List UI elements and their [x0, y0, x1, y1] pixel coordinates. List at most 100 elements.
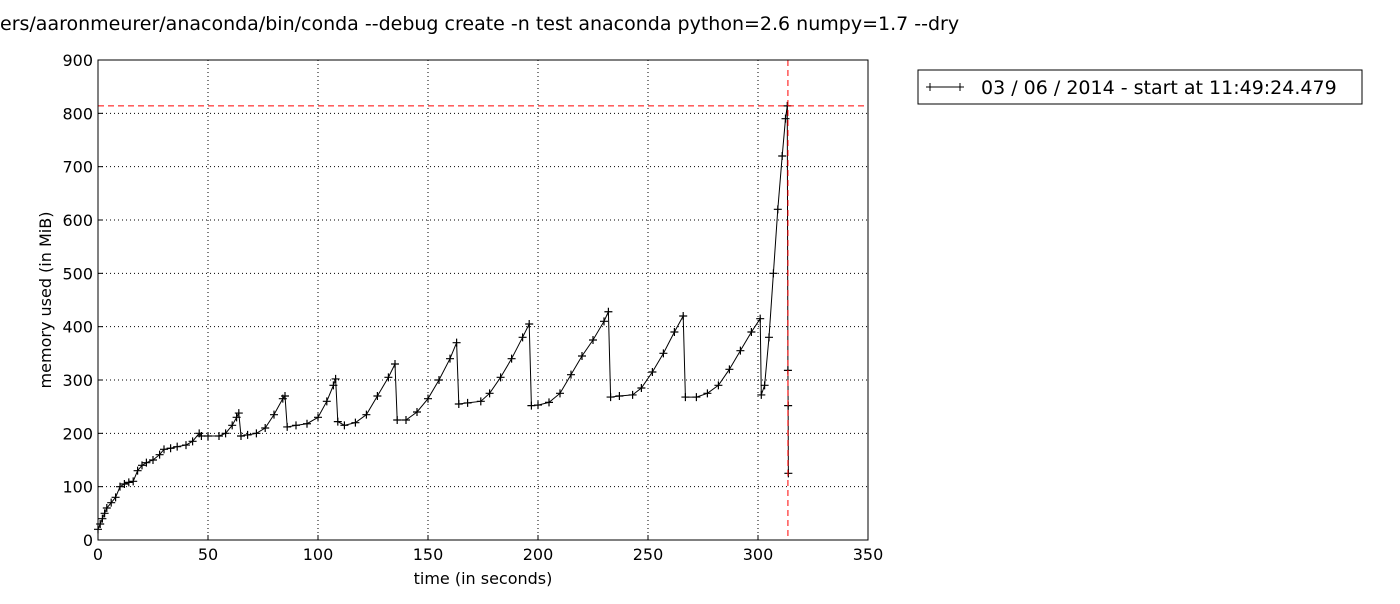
- marker: [362, 410, 371, 419]
- marker: [261, 424, 270, 432]
- marker: [413, 408, 421, 416]
- marker: [463, 398, 472, 407]
- marker: [703, 389, 712, 398]
- chart-title: ers/aaronmeurer/anaconda/bin/conda --deb…: [0, 13, 959, 35]
- marker: [615, 392, 624, 400]
- legend-label: 03 / 06 / 2014 - start at 11:49:24.479: [981, 77, 1337, 99]
- marker: [160, 445, 168, 454]
- marker: [111, 493, 120, 502]
- marker: [760, 381, 769, 390]
- y-tick-label: 100: [62, 478, 93, 497]
- marker: [485, 389, 494, 398]
- y-tick-label: 500: [62, 264, 93, 283]
- marker: [98, 514, 107, 523]
- marker: [391, 360, 399, 368]
- marker: [773, 205, 782, 214]
- marker: [637, 384, 646, 392]
- marker: [604, 307, 613, 316]
- marker: [155, 450, 164, 459]
- y-tick-label: 400: [62, 318, 93, 337]
- marker: [589, 336, 597, 344]
- marker: [534, 401, 542, 410]
- marker: [679, 312, 688, 320]
- x-axis-label: time (in seconds): [414, 569, 553, 588]
- marker: [606, 393, 615, 402]
- marker: [133, 466, 142, 475]
- legend-marker: [956, 83, 964, 91]
- marker: [681, 393, 690, 402]
- legend-marker: [926, 83, 934, 91]
- marker: [659, 349, 668, 358]
- marker: [648, 368, 657, 376]
- plot-frame: [97, 59, 869, 541]
- marker: [149, 456, 157, 464]
- marker: [138, 461, 146, 470]
- y-axis-label: memory used (in MiB): [36, 212, 55, 389]
- marker: [756, 314, 765, 323]
- marker: [424, 394, 432, 403]
- marker: [329, 381, 338, 390]
- marker: [435, 376, 443, 384]
- marker: [757, 390, 766, 399]
- marker: [237, 432, 245, 440]
- marker: [578, 352, 586, 360]
- marker: [204, 432, 212, 440]
- marker: [765, 333, 773, 342]
- x-tick-label: 0: [93, 545, 103, 564]
- marker: [188, 437, 197, 446]
- marker: [670, 328, 679, 336]
- marker: [116, 482, 124, 491]
- marker: [769, 269, 778, 278]
- marker: [314, 413, 322, 422]
- marker: [232, 413, 241, 422]
- marker: [102, 504, 111, 512]
- marker: [129, 477, 138, 486]
- x-tick-label: 300: [743, 545, 774, 564]
- marker: [142, 458, 151, 467]
- marker: [628, 390, 637, 399]
- marker: [340, 421, 349, 430]
- marker: [452, 338, 461, 347]
- marker: [252, 429, 261, 438]
- x-tick-label: 150: [413, 545, 444, 564]
- x-tick-label: 100: [303, 545, 334, 564]
- marker: [736, 346, 745, 355]
- marker: [556, 389, 564, 398]
- marker: [747, 328, 756, 336]
- marker: [725, 365, 734, 374]
- marker: [446, 354, 454, 363]
- marker: [454, 400, 463, 408]
- marker: [234, 409, 243, 418]
- marker: [322, 397, 331, 406]
- marker: [351, 418, 360, 427]
- marker: [567, 370, 575, 379]
- marker: [120, 480, 129, 488]
- marker: [476, 397, 485, 406]
- marker: [283, 422, 292, 431]
- x-tick-label: 200: [523, 545, 554, 564]
- marker: [373, 392, 382, 400]
- marker: [333, 417, 342, 426]
- marker: [292, 421, 300, 430]
- marker: [182, 441, 190, 450]
- marker: [215, 432, 223, 440]
- marker: [100, 509, 109, 518]
- marker: [692, 393, 701, 402]
- marker: [303, 419, 311, 428]
- y-tick-label: 900: [62, 51, 93, 70]
- y-tick-label: 700: [62, 158, 93, 177]
- marker: [778, 152, 787, 160]
- marker: [600, 317, 608, 326]
- marker: [243, 430, 252, 439]
- x-tick-label: 250: [633, 545, 664, 564]
- marker: [331, 374, 340, 383]
- marker: [518, 333, 527, 342]
- y-tick-label: 800: [62, 104, 93, 123]
- marker: [228, 421, 237, 430]
- marker: [393, 416, 402, 424]
- marker: [173, 442, 182, 451]
- marker: [402, 416, 410, 424]
- y-tick-label: 200: [62, 424, 93, 443]
- marker: [525, 320, 534, 328]
